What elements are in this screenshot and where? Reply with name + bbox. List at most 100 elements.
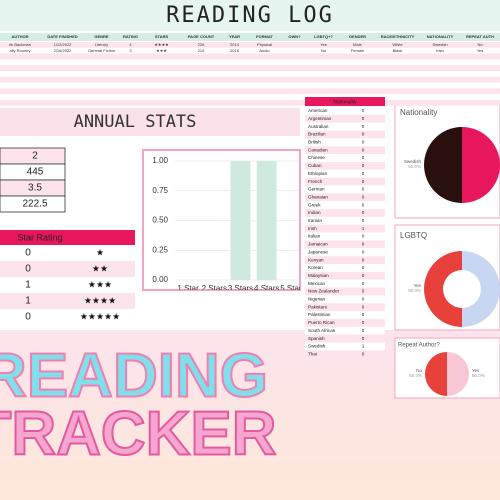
row-bg <box>305 224 385 233</box>
table-header <box>305 97 385 106</box>
row-bg <box>305 287 385 296</box>
nationality: Kenyan <box>308 257 324 262</box>
column-header: REPEAT AUTH <box>466 34 494 39</box>
y-tick-label: 0.00 <box>152 275 168 284</box>
cell: Swedish <box>432 42 447 47</box>
stat-value: 3.5 <box>28 183 42 194</box>
stat-value: 445 <box>27 167 44 178</box>
row-bg <box>305 248 385 257</box>
banner-line: TRACKER <box>0 399 277 468</box>
row-bg <box>305 271 385 280</box>
column-header: PAGE COUNT <box>188 34 215 39</box>
cell: White <box>392 42 403 47</box>
cell: 2014 <box>230 42 240 47</box>
nationality: Cuban <box>308 163 322 168</box>
count: 0 <box>362 116 365 121</box>
pie-slice <box>447 352 469 396</box>
nationality: Irish <box>308 226 317 231</box>
cell: 4 <box>129 42 132 47</box>
table-header-label: Star Rating <box>17 232 62 242</box>
row-bg <box>0 293 135 309</box>
nationality: Australian <box>308 124 329 129</box>
stars: ★★ <box>92 263 108 273</box>
cell: Yes <box>320 42 327 47</box>
row-bg <box>305 185 385 194</box>
row-bg <box>0 100 500 106</box>
cell: ★★★ <box>156 48 167 53</box>
nationality: German <box>308 187 325 192</box>
stat-cell <box>0 195 66 213</box>
pie-slice <box>424 251 462 327</box>
row-bg <box>305 318 385 327</box>
stat-value: 2 <box>32 151 38 162</box>
count: 0 <box>362 281 365 286</box>
count: 0 <box>362 210 365 215</box>
table-header-label: Nationality <box>333 99 357 105</box>
count: 0 <box>25 264 31 275</box>
cell: 2/16/2022 <box>54 48 73 53</box>
pie-slice <box>425 352 447 396</box>
count: 0 <box>362 194 365 199</box>
count: 0 <box>362 218 365 223</box>
column-header: RACE/ETHNICITY <box>381 34 415 39</box>
cell: 1/12/2022 <box>54 42 73 47</box>
slice-value: 50.0% <box>409 373 422 378</box>
cell: Male <box>353 42 362 47</box>
nationality: Canadian <box>308 147 328 152</box>
stat-value: 222.5 <box>22 199 47 210</box>
row-bg <box>305 154 385 162</box>
slice-label: Yes <box>414 283 422 288</box>
row-bg <box>305 177 385 186</box>
chart-title: LGBTQ <box>400 231 427 240</box>
cell: rik Backman <box>9 42 31 47</box>
count: 1 <box>25 280 31 291</box>
column-header: GENRE <box>94 34 109 39</box>
row-bg <box>0 59 500 66</box>
row-bg <box>0 277 135 293</box>
table-header <box>0 230 135 245</box>
slice-label: No <box>416 368 422 373</box>
cell: 219 <box>198 48 205 53</box>
row-bg <box>305 334 385 343</box>
count: 0 <box>362 163 365 168</box>
pie-slice <box>462 251 500 327</box>
row-bg <box>305 209 385 217</box>
y-tick-label: 1.00 <box>152 156 168 165</box>
count: 0 <box>362 108 365 113</box>
row-bg <box>305 350 385 359</box>
nationality: Ghanaian <box>308 194 328 199</box>
stars: ★★★★★ <box>80 311 120 321</box>
row-bg <box>0 71 500 77</box>
row-bg <box>305 146 385 155</box>
row-bg <box>305 295 385 304</box>
column-header: DATE FINISHED <box>47 34 77 39</box>
nationality: Jamaican <box>308 242 328 247</box>
count: 0 <box>362 202 365 207</box>
row-bg <box>0 309 135 325</box>
cell: ★★★★ <box>154 42 169 47</box>
bar <box>230 161 251 280</box>
count: 0 <box>362 336 365 341</box>
row-bg <box>305 201 385 210</box>
count: 0 <box>362 312 365 317</box>
count: 0 <box>362 124 365 129</box>
count: 0 <box>362 265 365 270</box>
column-header: LGBTQ+? <box>314 34 333 39</box>
slice-value: 50.0% <box>472 373 485 378</box>
nationality: Spanish <box>308 336 325 341</box>
row-bg <box>305 240 385 249</box>
cell: No <box>321 48 327 53</box>
count: 0 <box>362 155 365 160</box>
y-tick-label: 0.25 <box>152 245 168 254</box>
stars: ★★★ <box>88 279 112 289</box>
row-bg <box>0 245 135 261</box>
column-header: NATIONALITY <box>427 34 454 39</box>
nationality: Pakistani <box>308 304 327 309</box>
x-tick-label: 2 Stars <box>202 284 227 293</box>
nationality: Nigerian <box>308 297 326 302</box>
cell: Physical <box>257 42 272 47</box>
nationality: Ethiopian <box>308 171 328 176</box>
nationality: Italian <box>308 234 321 239</box>
y-tick-label: 0.50 <box>152 216 168 225</box>
stars: ★★★★ <box>84 295 116 305</box>
